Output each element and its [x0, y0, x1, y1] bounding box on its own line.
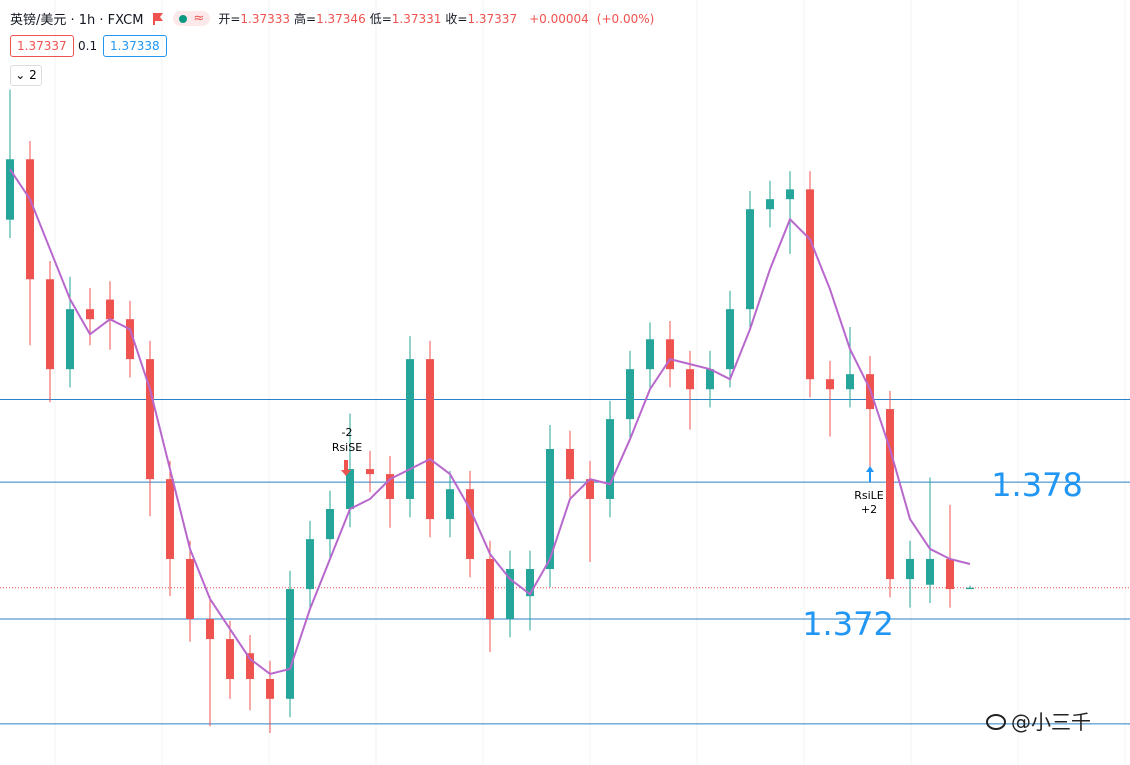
candle-body	[6, 159, 14, 220]
candle-body	[846, 374, 854, 390]
watermark: @小三千	[985, 706, 1091, 735]
ohlc-value: 1.37346	[316, 12, 366, 26]
candle-body	[506, 569, 514, 619]
candle-body	[746, 209, 754, 310]
status-pill[interactable]: ≈	[173, 11, 211, 26]
candle-body	[566, 449, 574, 480]
candle-body	[66, 309, 74, 370]
candle-body	[346, 469, 354, 510]
candle-body	[766, 199, 774, 210]
ohlc: 开=1.37333 高=1.37346 低=1.37331 收=1.37337	[218, 10, 521, 27]
candle-body	[86, 309, 94, 320]
candle-body	[26, 159, 34, 280]
watermark-text: @小三千	[1011, 710, 1091, 734]
candle-body	[366, 469, 374, 475]
signal-value: +2	[861, 503, 877, 516]
candle-body	[126, 319, 134, 360]
candle-body	[686, 369, 694, 390]
candle-body	[806, 189, 814, 380]
spread: 0.1	[78, 39, 98, 53]
candle-body	[586, 479, 594, 499]
candle-body	[426, 359, 434, 520]
candle-body	[886, 409, 894, 580]
ohlc-label: 高=	[294, 12, 317, 26]
candle-body	[446, 489, 454, 520]
candle-body	[326, 509, 334, 540]
candle-body	[466, 489, 474, 559]
candle-body	[726, 309, 734, 370]
candle-body	[546, 449, 554, 570]
ask-badge[interactable]: 1.37338	[103, 35, 167, 57]
candle-body	[386, 474, 394, 499]
candle-body	[906, 558, 914, 580]
ohlc-value: 1.37337	[467, 12, 518, 26]
signal-value: -2	[342, 426, 353, 439]
ohlc-label: 收=	[445, 12, 468, 26]
flag-icon[interactable]	[151, 12, 165, 26]
indicator-toggle[interactable]: ⌄ 2	[10, 65, 42, 86]
signal-name: RsiSE	[332, 441, 362, 454]
signal-arrow	[866, 466, 874, 482]
candle-body	[266, 678, 274, 699]
h-line-label: 1.372	[802, 605, 894, 643]
moving-average	[9, 168, 971, 676]
bid-badge[interactable]: 1.37337	[10, 35, 74, 57]
candle-body	[206, 618, 214, 640]
candle-body	[646, 339, 654, 370]
candle-body	[186, 558, 194, 619]
candle-body	[666, 339, 674, 370]
candle-body	[286, 589, 294, 699]
candle-body	[406, 359, 414, 499]
candle-body	[146, 359, 154, 480]
ohlc-value: 1.37331	[391, 12, 442, 26]
ohlc-label: 开=	[218, 12, 241, 26]
signal-name: RsiLE	[854, 489, 884, 502]
candle-body	[306, 539, 314, 590]
candle-body	[106, 299, 114, 320]
candle-body	[226, 639, 234, 679]
candle-body	[866, 374, 874, 410]
change-pct: (+0.00%)	[596, 11, 655, 26]
header: 英镑/美元 · 1h · FXCM ≈ 开=1.37333 高=1.37346 低=…	[10, 9, 654, 28]
candle-body	[606, 419, 614, 499]
candle-body	[786, 189, 794, 200]
candle-body	[246, 653, 254, 679]
ohlc-value: 1.37333	[240, 12, 291, 26]
change: +0.00004	[529, 11, 589, 26]
candle-body	[826, 379, 834, 390]
candle-body	[486, 558, 494, 619]
indicator-count: 2	[29, 68, 37, 82]
candle-body	[626, 369, 634, 420]
candle-body	[966, 587, 974, 590]
candle-body	[926, 558, 934, 585]
signal-arrow	[341, 460, 351, 476]
title[interactable]: 英镑/美元 · 1h · FXCM	[10, 13, 144, 28]
candle-body	[946, 558, 954, 590]
candle-body	[526, 569, 534, 597]
ohlc-label: 低=	[369, 12, 392, 26]
candle-body	[706, 369, 714, 390]
candle-body	[46, 279, 54, 370]
h-line-label: 1.378	[991, 466, 1083, 504]
candle-body	[166, 479, 174, 559]
